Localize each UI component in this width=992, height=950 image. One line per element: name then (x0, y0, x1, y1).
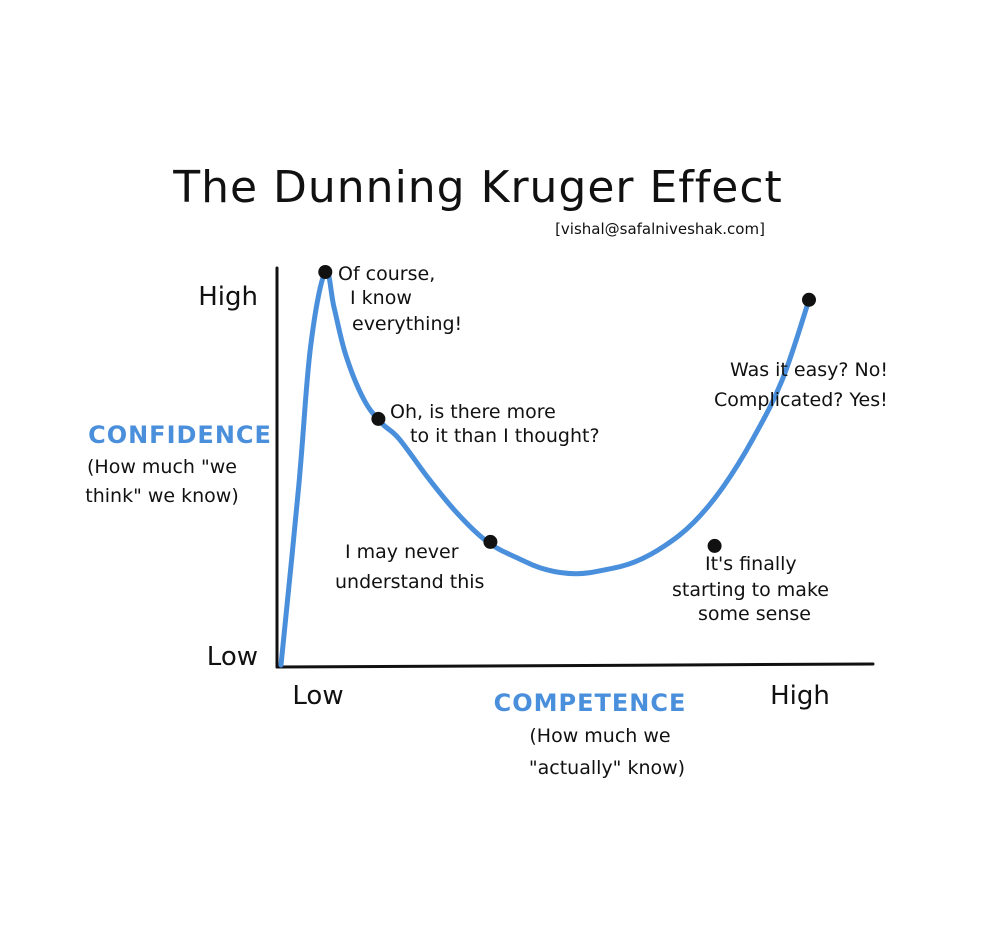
annotation-descent-line-1: Oh, is there more (390, 401, 556, 423)
x-tick-high: High (770, 681, 830, 711)
y-axis-sub-line-2: think" we know) (85, 485, 238, 507)
annotation-peak-line-2: I know (350, 287, 412, 309)
annotation-rise: It's finally starting to make some sense (672, 553, 835, 625)
data-point-3 (483, 534, 498, 549)
y-axis-sub-line-1: (How much "we (87, 456, 237, 478)
y-tick-high: High (198, 282, 258, 312)
chart-credit: [vishal@safalniveshak.com] (555, 220, 765, 238)
annotation-descent-line-2: to it than I thought? (410, 425, 600, 447)
data-point-2 (371, 411, 386, 426)
annotation-rise-line-3: some sense (698, 603, 811, 625)
annotation-top-line-2: Complicated? Yes! (714, 389, 888, 411)
x-tick-low: Low (292, 681, 343, 711)
x-axis-sub-line-2: "actually" know) (529, 757, 685, 779)
key-points (318, 265, 816, 553)
x-axis-label: COMPETENCE (494, 689, 687, 717)
y-axis-label: CONFIDENCE (88, 421, 272, 449)
annotation-valley-line-2: understand this (335, 571, 484, 593)
y-tick-low: Low (207, 642, 258, 672)
annotation-peak-line-3: everything! (352, 313, 462, 335)
annotation-top-line-1: Was it easy? No! (730, 359, 888, 381)
data-point-4 (707, 538, 722, 553)
data-point-1 (318, 265, 333, 279)
annotation-descent: Oh, is there more to it than I thought? (390, 401, 600, 447)
annotation-valley: I may never understand this (335, 541, 484, 593)
annotation-peak-line-1: Of course, (338, 263, 435, 285)
x-axis (275, 662, 875, 669)
annotation-valley-line-1: I may never (345, 541, 459, 563)
chart-title: The Dunning Kruger Effect (172, 162, 783, 213)
annotation-peak: Of course, I know everything! (338, 263, 462, 335)
annotation-rise-line-1: It's finally (705, 553, 797, 575)
annotation-rise-line-2: starting to make (672, 579, 829, 601)
annotation-top: Was it easy? No! Complicated? Yes! (714, 359, 894, 411)
x-axis-sub-line-1: (How much we (529, 725, 670, 747)
data-point-5 (802, 292, 816, 307)
